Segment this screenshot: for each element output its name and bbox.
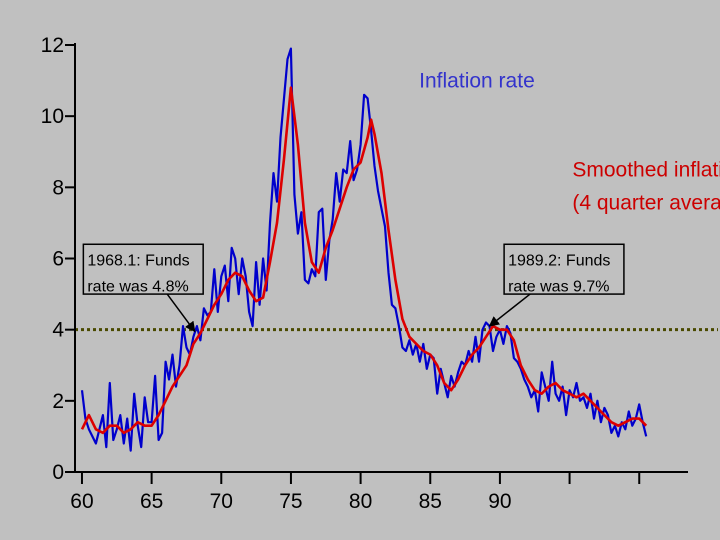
annotation-text: rate was 9.7% [508,278,609,295]
labels-layer: 0 2 4 6 8 10 12 60 65 70 75 80 85 90 Inflation rate Smo… [41,34,720,513]
y-tick-label: 10 [41,105,64,128]
y-tick-label: 12 [41,34,64,57]
series-layer [80,47,648,452]
axes-layer [65,43,688,484]
series-label-line: (4 quarter average) [572,192,720,215]
y-tick-label: 8 [52,176,64,199]
y-tick-label: 4 [52,319,64,342]
x-tick-label: 65 [140,490,163,513]
x-tick-label: 75 [279,490,302,513]
annotation-box [503,243,625,295]
annotation-text: 1989.2: Funds [508,252,610,269]
x-tick-label: 70 [210,490,233,513]
series-label-line: Smoothed inflation rate [572,159,720,182]
annotation-arrow [166,293,196,333]
y-tick-label: 0 [52,461,64,484]
series-label: Inflation rate [419,70,535,93]
y-tick-label: 2 [52,390,64,413]
x-tick-label: 60 [70,490,93,513]
x-tick-label: 80 [349,490,372,513]
x-tick-label: 90 [488,490,511,513]
annotations-layer: 1968.1: Funds rate was 4.8% 1989.2: Funds r… [82,243,625,333]
inflation-rate-line [80,47,648,452]
annotation-text: 1968.1: Funds [87,252,189,269]
series-label: Smoothed inflation rate (4 quarter averag… [572,159,720,215]
annotation-text: rate was 4.8% [87,278,188,295]
annotation-box [82,243,204,295]
x-tick-label: 85 [419,490,442,513]
series-label-line: Inflation rate [419,70,535,93]
annotation-arrow [488,293,531,327]
y-tick-label: 6 [52,248,64,271]
smoothed-inflation-line [80,86,648,435]
